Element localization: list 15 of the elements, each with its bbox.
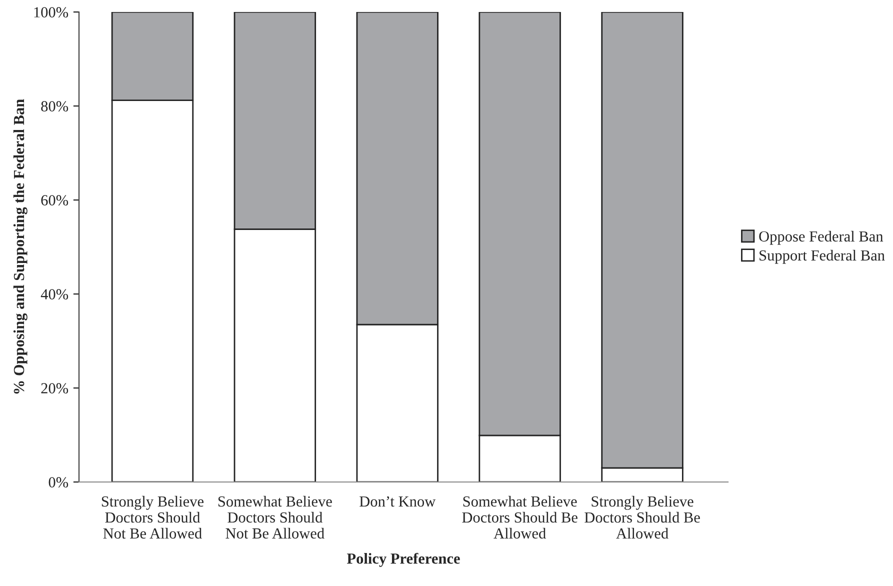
y-tick-label: 100% (34, 7, 68, 18)
y-tick-label: 40% (40, 289, 68, 300)
y-axis-title: % Opposing and Supporting the Federal Ban (13, 99, 28, 394)
y-tick-label: 60% (41, 195, 68, 206)
x-axis-title: Policy Preference (346, 552, 460, 567)
legend-label: Support Federal Ban (760, 250, 885, 264)
y-tick-label: 80% (41, 101, 68, 112)
y-tick-label: 0% (48, 477, 68, 488)
x-tick-label: Somewhat Believe Doctors Should Be Allowed (462, 496, 578, 539)
x-tick-label: Strongly Believe Doctors Should Not Be Allowed (102, 496, 204, 539)
x-tick-label: Somewhat Believe Doctors Should Not Be Allowed (218, 496, 332, 539)
y-tick-label: 20% (41, 383, 68, 394)
x-tick-label: Strongly Believe Doctors Should Be Allowed (584, 496, 700, 539)
x-tick-label: Don’t Know (360, 496, 436, 507)
legend-label: Oppose Federal Ban (759, 230, 884, 245)
